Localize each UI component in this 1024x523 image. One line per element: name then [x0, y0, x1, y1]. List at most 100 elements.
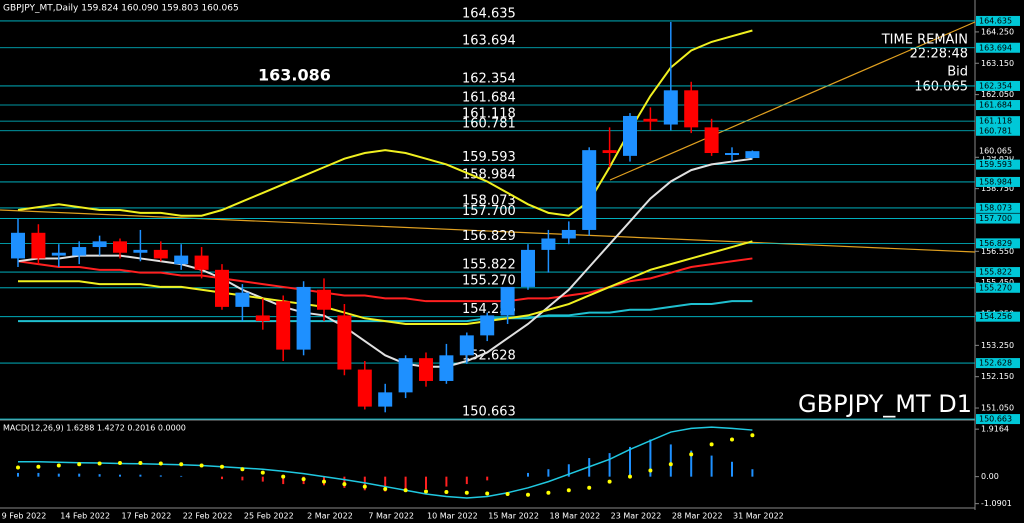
signal-dot: [240, 467, 245, 472]
level-label: 157.700: [462, 204, 516, 219]
candle-body: [561, 229, 576, 239]
level-axis-box: [976, 15, 1020, 26]
candle-body: [684, 90, 699, 128]
candle-body: [582, 150, 597, 230]
x-tick-label: 14 Feb 2022: [60, 512, 110, 521]
bid-axis-label: 160.065: [979, 147, 1012, 156]
level-label: 161.118: [462, 107, 516, 122]
signal-dot: [607, 479, 612, 484]
level-axis-box: [976, 100, 1020, 111]
signal-dot: [730, 437, 734, 442]
level-label: 162.354: [462, 71, 516, 86]
level-axis-label: 161.684: [979, 101, 1012, 110]
signal-dot: [668, 462, 673, 467]
y-tick-label: 163.150: [981, 59, 1014, 68]
candle-body: [215, 269, 229, 307]
y-tick-label: 162.050: [981, 90, 1014, 99]
signal-dot: [505, 491, 510, 496]
candle-body: [113, 241, 127, 253]
level-label: 152.628: [462, 349, 516, 364]
level-axis-label: 158.984: [979, 177, 1012, 186]
candle-body: [133, 249, 148, 253]
level-label: 159.593: [462, 150, 516, 165]
candle-body: [439, 355, 454, 381]
candle-body: [296, 286, 311, 350]
signal-dot: [648, 468, 653, 473]
y-tick-label: 159.850: [981, 153, 1014, 162]
level-axis-label: 160.781: [979, 126, 1012, 135]
x-tick-label: 25 Feb 2022: [244, 512, 294, 521]
signal-dot: [587, 485, 592, 490]
level-axis-label: 152.628: [979, 359, 1012, 368]
y-tick-label: 153.250: [981, 341, 1014, 350]
level-axis-box: [976, 358, 1020, 369]
signal-dot: [750, 433, 755, 438]
x-tick-label: 9 Feb 2022: [2, 512, 47, 521]
annotation: 163.086: [258, 66, 331, 85]
candle-body: [337, 315, 352, 370]
candle-body: [92, 241, 107, 248]
signal-dot: [77, 462, 82, 467]
macd-header: MACD(12,26,9) 1.6288 1.4272 0.2016 0.000…: [3, 424, 186, 433]
candle-body: [500, 286, 515, 316]
candle-body: [72, 247, 87, 256]
signal-dot: [158, 461, 163, 466]
signal-dot: [628, 474, 632, 479]
level-label: 150.663: [462, 405, 516, 420]
signal-dot: [566, 488, 571, 493]
signal-dot: [16, 465, 20, 470]
signal-dot: [689, 452, 694, 457]
signal-dot: [118, 461, 122, 466]
x-tick-label: 7 Mar 2022: [368, 512, 414, 521]
signal-dot: [709, 442, 714, 447]
x-tick-label: 15 Mar 2022: [488, 512, 539, 521]
x-tick-label: 28 Mar 2022: [672, 512, 723, 521]
level-axis-box: [976, 42, 1020, 53]
signal-dot: [281, 474, 286, 479]
candle-body: [643, 118, 658, 122]
level-axis-box: [976, 213, 1020, 224]
x-tick-label: 22 Feb 2022: [183, 512, 233, 521]
bid-label: Bid: [947, 65, 968, 80]
level-axis-label: 162.354: [979, 81, 1012, 90]
signal-dot: [97, 461, 102, 466]
candle-body: [745, 151, 760, 159]
signal-dot: [342, 482, 347, 487]
signal-dot: [403, 488, 408, 493]
level-axis-label: 150.663: [979, 415, 1012, 424]
y-tick-label: 1.9164: [981, 425, 1009, 434]
candle-body: [419, 358, 433, 381]
signal-dot: [444, 490, 449, 495]
level-axis-box: [976, 267, 1020, 278]
time-remain: 22:28:48: [910, 47, 968, 62]
watermark: GBPJPY_MT D1: [798, 390, 972, 418]
x-tick-label: 31 Mar 2022: [733, 512, 784, 521]
signal-dot: [383, 487, 388, 492]
indicator-line: [18, 240, 753, 325]
candle-body: [194, 255, 209, 270]
candle-body: [725, 153, 739, 156]
level-axis-label: 158.073: [979, 203, 1012, 212]
level-axis-box: [976, 311, 1020, 322]
signal-dot: [322, 479, 326, 484]
trend-line: [0, 209, 976, 253]
level-axis-label: 164.635: [979, 16, 1012, 25]
bid-price: 160.065: [914, 80, 968, 95]
candle-body: [235, 292, 250, 307]
level-label: 158.073: [462, 193, 516, 208]
y-tick-label: 164.250: [981, 27, 1014, 36]
x-tick-label: 17 Feb 2022: [122, 512, 172, 521]
level-label: 155.270: [462, 273, 516, 288]
bid-axis-box: [976, 145, 1022, 157]
signal-dot: [220, 464, 224, 469]
y-tick-label: -1.0901: [981, 499, 1012, 508]
x-tick-label: 2 Mar 2022: [307, 512, 353, 521]
signal-dot: [526, 492, 530, 497]
signal-dot: [138, 461, 143, 466]
level-axis-box: [976, 238, 1020, 249]
candle-body: [521, 249, 535, 287]
y-tick-label: 151.050: [981, 404, 1014, 413]
